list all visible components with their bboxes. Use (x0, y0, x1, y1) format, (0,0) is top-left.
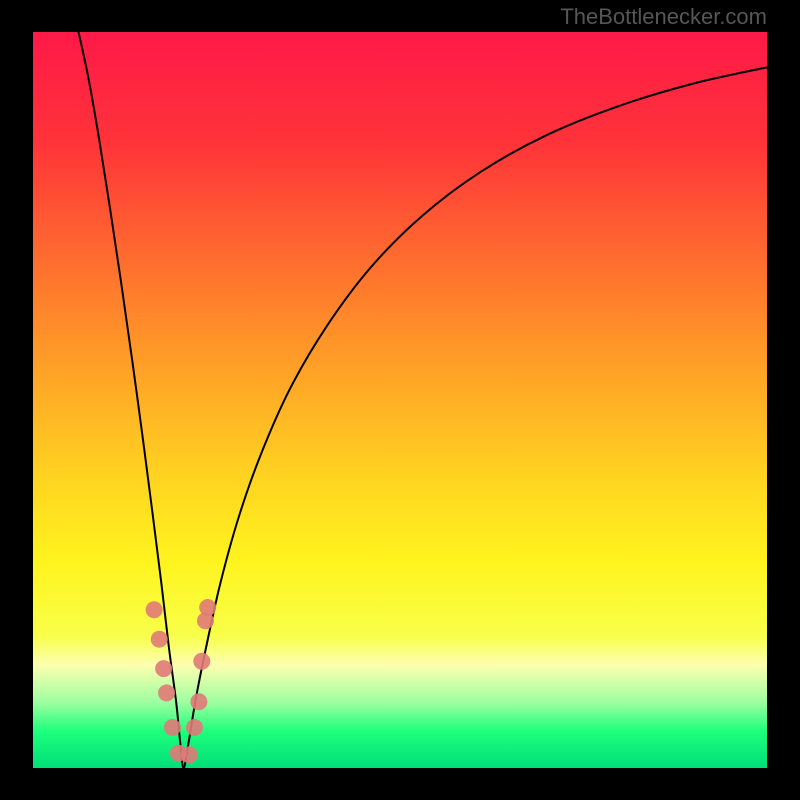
chart-svg (33, 32, 767, 768)
data-marker (193, 653, 210, 670)
watermark-text: TheBottlenecker.com (560, 4, 767, 30)
data-marker (158, 684, 175, 701)
stage: TheBottlenecker.com (0, 0, 800, 800)
data-marker (190, 693, 207, 710)
data-marker (164, 719, 181, 736)
data-marker (181, 746, 198, 763)
plot-area (33, 32, 767, 768)
data-marker (186, 719, 203, 736)
data-marker (199, 599, 216, 616)
data-marker (146, 601, 163, 618)
data-marker (155, 660, 172, 677)
data-marker (151, 631, 168, 648)
gradient-background (33, 32, 767, 768)
